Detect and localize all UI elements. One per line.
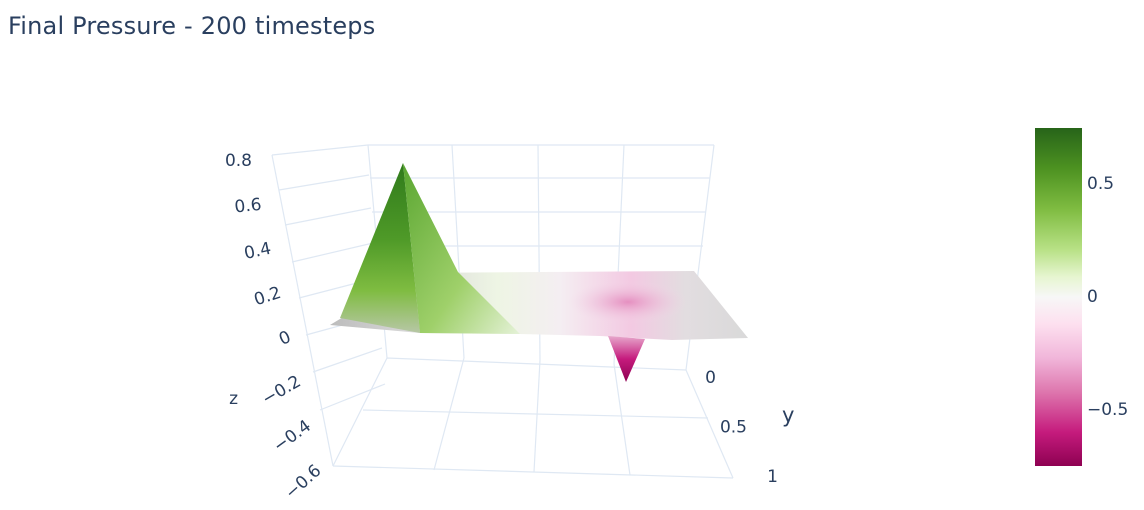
z-tick-label: −0.4 [270, 416, 315, 456]
peak-left-face [340, 163, 420, 333]
z-tick-label: −0.2 [259, 372, 305, 410]
colorbar [1035, 128, 1082, 466]
pressure-surface[interactable] [330, 163, 748, 382]
z-tick-label: 0.2 [252, 283, 284, 310]
colorbar-tick-label: 0.5 [1087, 174, 1115, 195]
colorbar-tick-label: 0 [1087, 287, 1098, 307]
chart-title: Final Pressure - 200 timesteps [8, 12, 376, 40]
y-tick-label: 0 [705, 368, 716, 388]
z-tick-label: 0.4 [242, 239, 273, 264]
colorbar-tick-label: −0.5 [1087, 399, 1129, 420]
z-tick-label: −0.6 [281, 461, 325, 503]
z-tick-label: 0 [276, 327, 294, 350]
z-tick-label: 0.6 [234, 195, 263, 218]
z-axis-label: z [229, 389, 238, 409]
trough-spot [568, 280, 688, 324]
surface-trough [608, 336, 645, 382]
z-tick-label: 0.8 [225, 151, 252, 171]
scene-grid [271, 144, 734, 479]
y-axis-label: y [782, 403, 794, 427]
y-tick-label: 1 [767, 467, 778, 487]
peak-right-face [403, 163, 520, 334]
y-tick-label: 0.5 [720, 418, 747, 438]
